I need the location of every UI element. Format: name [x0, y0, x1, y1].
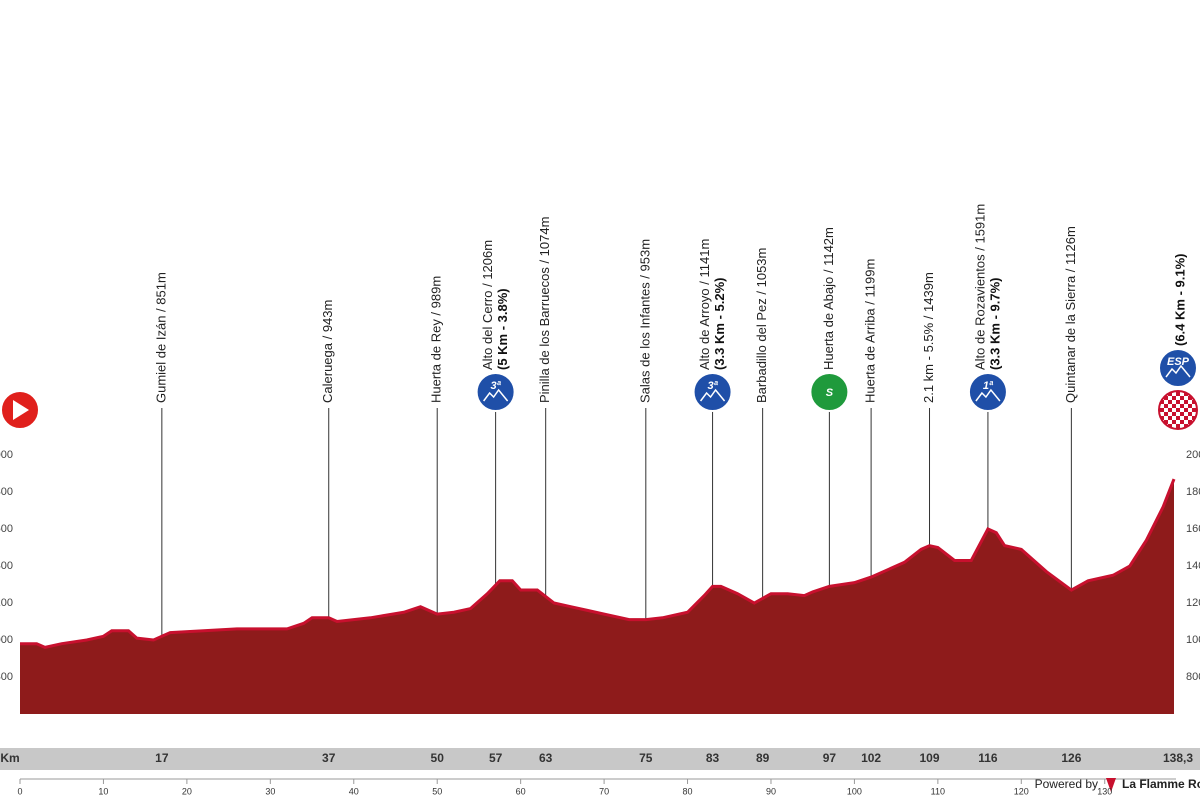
powered-by: Powered by	[1035, 777, 1098, 791]
x-axis-label: Km	[0, 751, 19, 765]
waypoint-name: Huerta de Arriba / 1199m	[863, 259, 878, 403]
badge-text: S	[826, 387, 834, 399]
waypoint-climb: (3.3 Km - 5.2%)	[712, 278, 727, 370]
badge-text: 3ª	[707, 380, 718, 392]
profile-edge	[20, 478, 1176, 649]
km-label: 138,3	[1163, 751, 1193, 765]
brand: La Flamme Rouge	[1122, 777, 1200, 791]
y-tick-label-left: 800	[0, 671, 13, 683]
climb-badge	[475, 372, 516, 412]
waypoint-name: Quintanar de la Sierra / 1126m	[1063, 226, 1078, 403]
climb-badge	[1158, 348, 1198, 388]
x-tick-label: 60	[516, 786, 526, 796]
x-tick-label: 10	[98, 786, 108, 796]
climb-badge	[809, 372, 850, 412]
x-tick-label: 0	[17, 786, 22, 796]
x-tick-label: 90	[766, 786, 776, 796]
waypoint-name: Alto del Cerro / 1206m	[480, 240, 495, 370]
start-arrow	[13, 400, 29, 420]
x-tick-label: 30	[265, 786, 275, 796]
waypoint-name: (6.4 Km - 9.1%)	[1172, 254, 1187, 346]
x-tick-label: 130	[1097, 786, 1112, 796]
badge-mountain	[699, 388, 726, 402]
x-tick-label: 50	[432, 786, 442, 796]
waypoint-climb: (3.3 Km - 9.7%)	[987, 278, 1002, 370]
x-tick-label: 120	[1014, 786, 1029, 796]
waypoint-name: Barbadillo del Pez / 1053m	[754, 248, 769, 403]
waypoint-climb: (5 Km - 3.8%)	[495, 288, 510, 370]
finish-icon	[1158, 390, 1198, 430]
x-tick-label: 110	[931, 786, 945, 796]
km-label: 17	[155, 751, 169, 765]
badge-text: ESP	[1167, 356, 1190, 368]
y-tick-label-right: 800	[1186, 671, 1200, 683]
km-label: 57	[489, 751, 503, 765]
x-tick-label: 100	[847, 786, 862, 796]
km-label: 37	[322, 751, 336, 765]
brand-logo	[1106, 778, 1116, 792]
km-label: 102	[861, 751, 881, 765]
x-tick-label: 80	[683, 786, 693, 796]
badge-mountain	[483, 388, 509, 402]
km-label: 63	[539, 751, 553, 765]
waypoint-name: Alto de Arroyo / 1141m	[697, 239, 712, 370]
waypoint-name: Salas de los Infantes / 953m	[637, 239, 652, 403]
km-label: 97	[823, 751, 837, 765]
waypoint-name: Huerta de Abajo / 1142m	[821, 227, 836, 370]
profile-area	[20, 479, 1174, 714]
km-label: 83	[706, 751, 720, 765]
x-tick-label: 40	[349, 786, 359, 796]
km-label: 50	[431, 751, 445, 765]
badge-text: 3ª	[491, 380, 502, 392]
waypoint-name: Alto de Rozavientos / 1591m	[972, 204, 987, 370]
waypoint-name: Pinilla de los Barruecos / 1074m	[537, 217, 552, 403]
badge-mountain	[1165, 364, 1191, 378]
waypoint-name: Huerta de Rey / 989m	[429, 276, 444, 403]
x-tick-label: 20	[182, 786, 192, 796]
badge-mountain	[975, 388, 1001, 402]
badge-text: 1ª	[983, 380, 994, 392]
waypoint-name: Gumiel de Izán / 851m	[153, 272, 168, 403]
waypoint-name: Caleruega / 943m	[320, 300, 335, 403]
x-tick-label: 70	[599, 786, 609, 796]
km-label: 89	[756, 751, 770, 765]
y-tick-label-left: 2000	[0, 449, 13, 461]
km-label: 126	[1061, 751, 1081, 765]
km-bar	[0, 748, 1200, 770]
km-label: 116	[978, 751, 998, 765]
km-label: 75	[639, 751, 653, 765]
waypoint-name: 2.1 km - 5.5% / 1439m	[921, 272, 936, 403]
y-tick-label-right: 2000	[1186, 449, 1200, 461]
km-label: 109	[919, 751, 939, 765]
climb-badge	[967, 372, 1008, 412]
climb-badge	[692, 372, 733, 412]
